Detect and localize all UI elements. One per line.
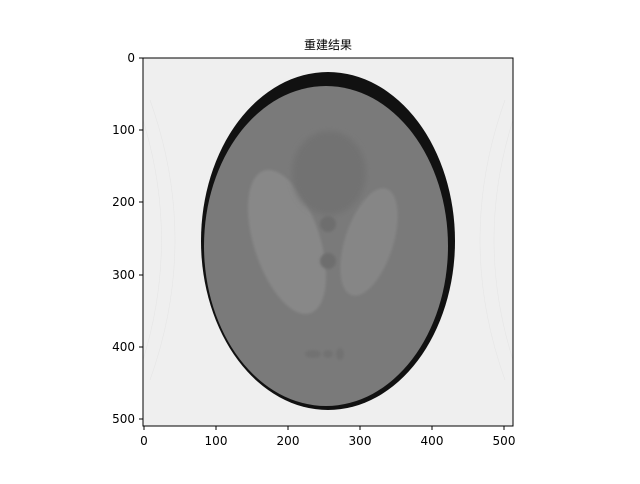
y-tick-label: 100 [112,123,135,137]
axes-frame [142,57,514,427]
right-ventricle [340,188,398,296]
y-tick-label: 500 [112,412,135,426]
y-tick-label: 400 [112,340,135,354]
y-tick-label: 0 [127,51,135,65]
x-tick-label: 100 [205,434,228,448]
x-tick-label: 500 [493,434,516,448]
x-tick-label: 300 [349,434,372,448]
upper-dark-region [292,131,366,215]
x-tick-label: 200 [277,434,300,448]
x-tick-label: 0 [140,434,148,448]
x-tick-marks [143,426,505,430]
small-spot-2 [320,253,336,269]
x-tick-label: 400 [421,434,444,448]
reconstruction-image [143,58,513,426]
y-tick-label: 300 [112,268,135,282]
bottom-features [305,348,344,360]
y-tick-label: 200 [112,195,135,209]
figure-title: 重建结果 [303,38,352,52]
brain-tissue [204,86,448,406]
streak-artifacts [143,58,513,426]
small-spot-1 [320,216,336,232]
y-tick-marks [139,57,143,420]
